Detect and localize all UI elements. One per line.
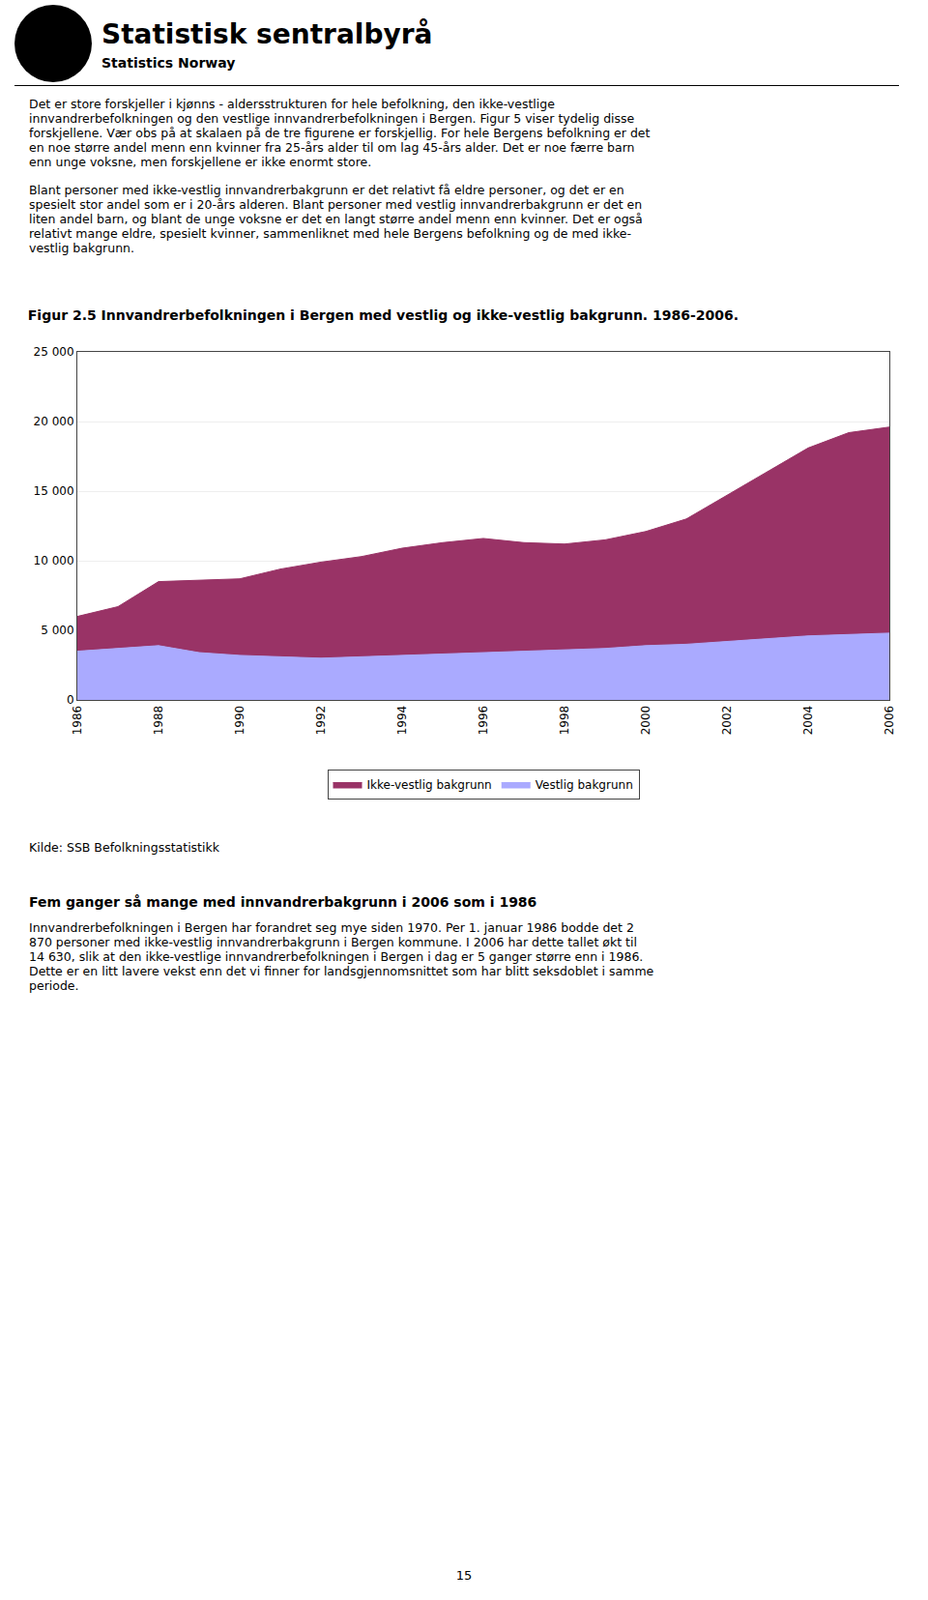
svg-text:15 000: 15 000 — [33, 484, 75, 498]
svg-text:Vestlig bakgrunn: Vestlig bakgrunn — [535, 778, 634, 792]
svg-text:1986: 1986 — [70, 705, 85, 736]
svg-text:5 000: 5 000 — [40, 623, 74, 638]
svg-text:Ikke-vestlig bakgrunn: Ikke-vestlig bakgrunn — [367, 778, 493, 792]
svg-text:1990: 1990 — [232, 705, 247, 736]
svg-text:1998: 1998 — [557, 705, 572, 736]
svg-text:2002: 2002 — [720, 705, 734, 736]
html-text:Dette er en litt lavere vekst: Dette er en litt lavere vekst enn det vi… — [29, 963, 654, 979]
html-text:forskjellene. Vær obs på at sk: forskjellene. Vær obs på at skalaen på d… — [29, 125, 650, 141]
html-text:spesielt stor andel som er i 2: spesielt stor andel som er i 20-års alde… — [29, 197, 643, 212]
html-text:Det er store forskjeller i kjø: Det er store forskjeller i kjønns - alde… — [29, 96, 555, 112]
html-text:870 personer med ikke-vestlig: 870 personer med ikke-vestlig innvandrer… — [29, 934, 637, 950]
html-text:Statistics Norway: Statistics Norway — [101, 55, 236, 71]
svg-text:1988: 1988 — [151, 705, 166, 736]
svg-text:1992: 1992 — [314, 705, 328, 736]
svg-text:2006: 2006 — [882, 705, 897, 736]
html-text:Innvandrerbefolkningen i Berge: Innvandrerbefolkningen i Bergen har fora… — [29, 920, 635, 935]
html-text:enn unge voksne, men forskjell: enn unge voksne, men forskjellene er ikk… — [29, 154, 372, 170]
html-text:relativt mange eldre, spesielt: relativt mange eldre, spesielt kvinner, … — [29, 226, 632, 241]
html-text:15: 15 — [455, 1567, 473, 1583]
svg-text:1996: 1996 — [476, 705, 491, 736]
svg-text:2004: 2004 — [801, 705, 815, 736]
html-text:en noe større andel menn enn k: en noe større andel menn enn kvinner fra… — [29, 140, 635, 155]
html-text:Statistisk sentralbyrå: Statistisk sentralbyrå — [101, 18, 433, 51]
svg-text:10 000: 10 000 — [33, 553, 75, 568]
svg-text:25 000: 25 000 — [33, 345, 75, 359]
html-text:liten andel barn, og blant de: liten andel barn, og blant de unge voksn… — [29, 211, 643, 227]
html-text:innvandrerbefolkningen og den: innvandrerbefolkningen og den vestlige i… — [29, 111, 635, 126]
html-text:Fem ganger så mange med innvan: Fem ganger så mange med innvandrerbakgru… — [29, 894, 537, 910]
svg-text:20 000: 20 000 — [33, 414, 75, 429]
html-text:periode.: periode. — [29, 978, 79, 993]
svg-text:0: 0 — [66, 693, 75, 707]
html-text:vestlig bakgrunn.: vestlig bakgrunn. — [29, 240, 135, 256]
html-text:14 630, slik at den ikke-vestl: 14 630, slik at den ikke-vestlige innvan… — [29, 949, 644, 964]
html-text:Blant personer med ikke-vestli: Blant personer med ikke-vestlig innvandr… — [29, 182, 625, 198]
html-text:Kilde: SSB Befolkningsstatisti: Kilde: SSB Befolkningsstatistikk — [29, 840, 220, 855]
svg-text:2000: 2000 — [638, 705, 653, 736]
svg-text:1994: 1994 — [395, 705, 409, 736]
svg-text:Figur 2.5 Innvandrerbefolkning: Figur 2.5 Innvandrerbefolkningen i Berge… — [28, 307, 739, 323]
